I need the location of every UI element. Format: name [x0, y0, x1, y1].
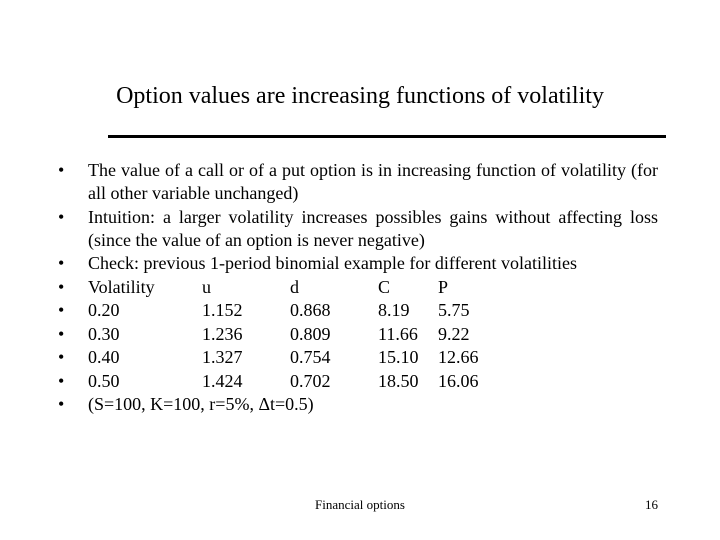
bullet-icon: •: [58, 276, 65, 297]
table-cell: 8.19: [378, 300, 410, 320]
bullet-list: • The value of a call or of a put option…: [58, 159, 658, 417]
table-row: • 0.40 1.327 0.754 15.10 12.66: [58, 346, 658, 369]
table-cell: 15.10: [378, 347, 419, 367]
bullet-text: Check: previous 1-period binomial exampl…: [88, 253, 578, 273]
list-item: • Intuition: a larger volatility increas…: [58, 206, 658, 252]
table-cell: 0.868: [290, 300, 331, 320]
bullet-icon: •: [58, 253, 65, 273]
table-cell: 0.754: [290, 347, 331, 367]
column-header: C: [378, 276, 391, 297]
footer-label: Financial options: [315, 497, 405, 512]
page-number: 16: [645, 497, 658, 512]
table-cell: 12.66: [438, 347, 479, 367]
slide-title: Option values are increasing functions o…: [116, 83, 604, 109]
bullet-icon: •: [58, 160, 65, 180]
table-cell: 1.152: [202, 300, 243, 320]
parameters-text: (S=100, K=100, r=5%, Δt=0.5): [88, 394, 314, 414]
table-cell: 9.22: [438, 323, 470, 344]
table-cell: 1.424: [202, 370, 243, 391]
table-cell: 0.702: [290, 370, 331, 391]
table-cell: 16.06: [438, 370, 479, 391]
table-cell: 0.809: [290, 323, 331, 344]
table-cell: 18.50: [378, 370, 419, 391]
table-row: • 0.50 1.424 0.702 18.50 16.06: [58, 370, 658, 393]
list-item: • Check: previous 1-period binomial exam…: [58, 252, 658, 275]
bullet-icon: •: [58, 370, 65, 391]
table-cell: 11.66: [378, 323, 418, 344]
column-header: u: [202, 276, 211, 297]
list-item: • The value of a call or of a put option…: [58, 159, 658, 205]
bullet-icon: •: [58, 300, 65, 320]
bullet-text: The value of a call or of a put option i…: [88, 160, 658, 203]
column-header: d: [290, 276, 299, 297]
column-header: Volatility: [88, 276, 155, 297]
bullet-text: Intuition: a larger volatility increases…: [88, 206, 658, 250]
bullet-icon: •: [58, 347, 65, 367]
column-header: P: [438, 276, 449, 297]
table-cell: 1.236: [202, 323, 243, 344]
table-cell: 1.327: [202, 347, 243, 367]
bullet-icon: •: [58, 394, 65, 414]
table-cell: 0.20: [88, 300, 120, 320]
table-cell: 0.40: [88, 347, 120, 367]
bullet-icon: •: [58, 206, 65, 227]
table-row: • 0.30 1.236 0.809 11.66 9.22: [58, 323, 658, 346]
bullet-icon: •: [58, 323, 65, 344]
table-cell: 0.30: [88, 323, 120, 344]
table-row: • 0.20 1.152 0.868 8.19 5.75: [58, 299, 658, 322]
table-cell: 5.75: [438, 300, 470, 320]
title-divider: [108, 135, 666, 138]
list-item: • (S=100, K=100, r=5%, Δt=0.5): [58, 393, 658, 416]
table-header-row: • Volatility u d C P: [58, 276, 658, 299]
table-cell: 0.50: [88, 370, 120, 391]
